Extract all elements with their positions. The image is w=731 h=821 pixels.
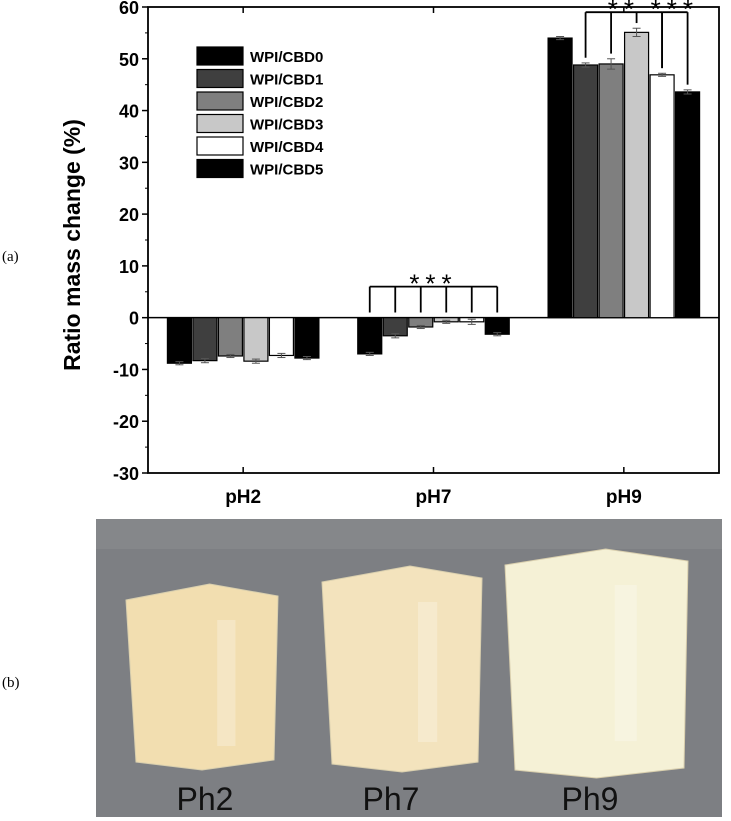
bar [268, 317, 295, 357]
photo-caption-ph2: Ph2 [177, 781, 234, 817]
bar [192, 317, 218, 362]
photo-caption-ph9: Ph9 [562, 781, 619, 817]
y-tick-label: 10 [119, 257, 139, 277]
bar [166, 317, 193, 364]
x-tick-label: pH7 [416, 487, 452, 508]
panel-label-b: (b) [2, 675, 20, 691]
bar [547, 37, 573, 319]
bar [572, 64, 599, 319]
y-tick-label: 30 [119, 153, 139, 173]
bar [623, 31, 650, 319]
bar [294, 317, 320, 359]
legend-label: WPI/CBD1 [250, 72, 323, 89]
bar [243, 317, 269, 362]
bar [357, 317, 383, 355]
y-tick-label: -30 [113, 464, 139, 484]
hydrogel-sample-3 [504, 548, 689, 779]
bar [382, 317, 408, 337]
y-tick-label: -20 [113, 412, 139, 432]
y-tick-label: 20 [119, 205, 139, 225]
bar [598, 63, 624, 319]
y-tick-label: 40 [119, 102, 139, 122]
bar [674, 91, 701, 319]
bar [649, 74, 675, 319]
legend-label: WPI/CBD0 [250, 49, 323, 66]
bar-chart: Ratio mass change (%) -30 -20 -10 0 10 20 30 40… [59, 0, 720, 508]
significance-label: *** [409, 269, 457, 299]
y-axis-label: Ratio mass change (%) [59, 119, 85, 371]
legend-swatch [196, 158, 244, 179]
sample-highlight [418, 602, 438, 742]
y-tick-label: 50 [119, 50, 139, 70]
legend-label: WPI/CBD4 [250, 139, 324, 156]
legend-label: WPI/CBD5 [250, 162, 323, 179]
photo-caption-ph7: Ph7 [363, 781, 420, 817]
hydrogel-sample-1 [125, 583, 279, 771]
significance-label: *** [651, 0, 699, 24]
x-tick-label: pH2 [225, 487, 261, 508]
hydrogel-sample-2 [321, 565, 483, 773]
hydrogel-photo: Ph2 Ph7 Ph9 [96, 519, 722, 817]
legend-swatch [196, 46, 244, 66]
legend-swatch [196, 68, 244, 89]
y-tick-label: -10 [113, 360, 139, 380]
bar [217, 317, 244, 357]
sample-highlight [217, 620, 236, 746]
plot-frame [147, 6, 720, 474]
legend-label: WPI/CBD3 [250, 117, 323, 134]
x-tick-label: pH9 [606, 487, 642, 508]
y-tick-label: 0 [129, 309, 139, 329]
photo-wall-shade [96, 519, 722, 549]
bar [484, 317, 510, 335]
legend-swatch [196, 91, 244, 111]
legend-label: WPI/CBD2 [250, 94, 323, 111]
legend-swatch [196, 136, 244, 156]
panel-label-a: (a) [2, 249, 19, 265]
y-tick-label: 60 [119, 0, 139, 18]
significance-label: ** [608, 0, 640, 24]
sample-highlight [614, 585, 637, 742]
legend-swatch [196, 113, 244, 134]
